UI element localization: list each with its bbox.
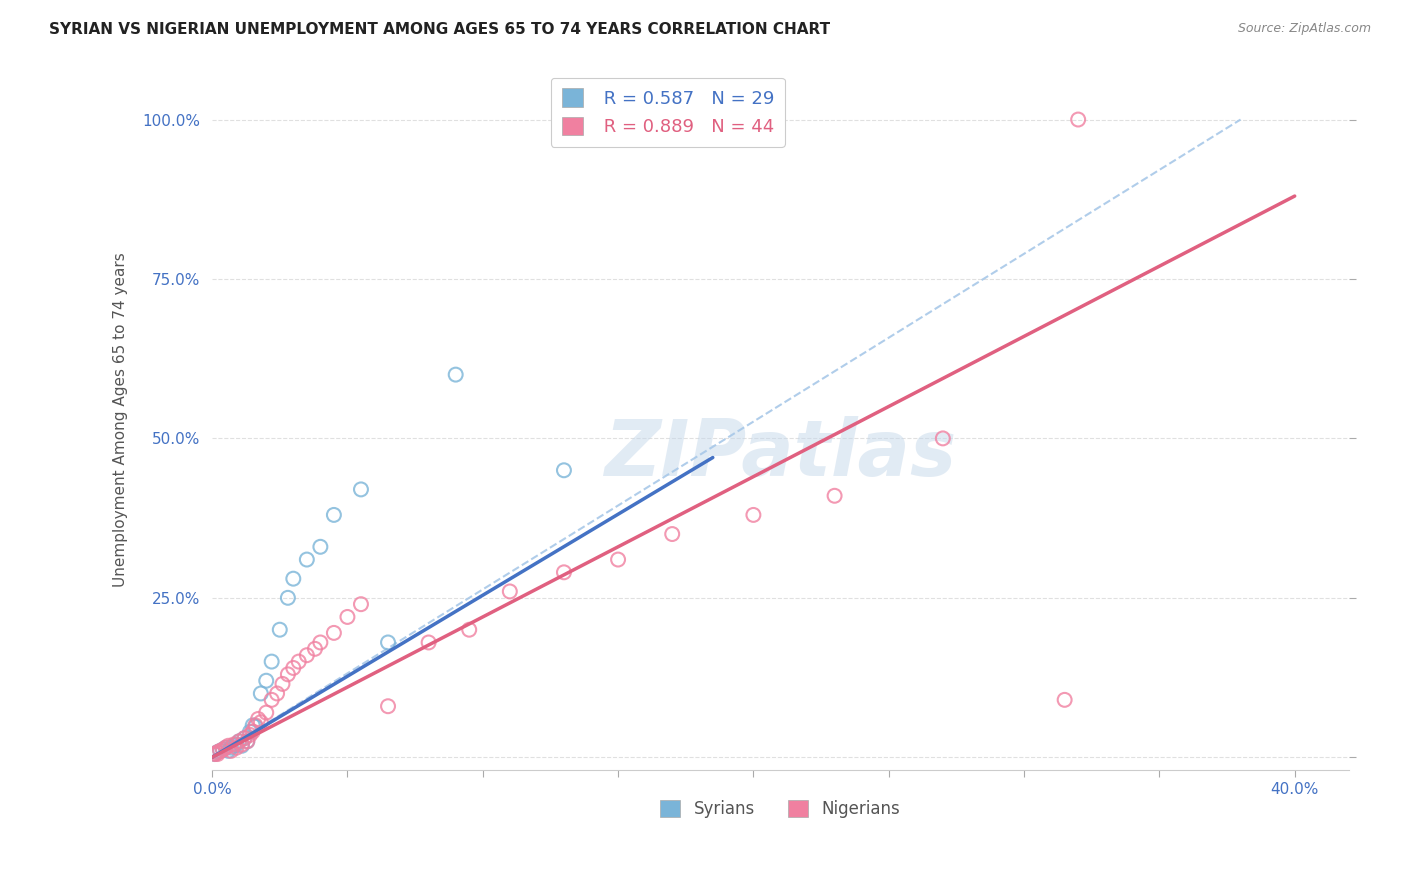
Point (242, 724, 264, 739)
Point (283, 661, 305, 675)
Point (553, 463, 575, 477)
Point (322, 626, 344, 640)
Point (269, 623, 291, 637)
Point (219, 744, 242, 758)
Point (214, 740, 236, 755)
Point (932, 431, 955, 445)
Point (260, 655, 283, 669)
Point (350, 483, 373, 497)
Point (295, 648, 318, 663)
Point (350, 597, 373, 611)
Point (277, 591, 299, 605)
Legend: Syrians, Nigerians: Syrians, Nigerians (654, 793, 907, 825)
Point (233, 731, 256, 745)
Point (239, 724, 262, 739)
Point (217, 739, 239, 753)
Point (231, 738, 253, 752)
Point (295, 552, 318, 566)
Point (209, 744, 232, 758)
Point (287, 655, 309, 669)
Point (214, 740, 236, 755)
Point (309, 635, 332, 649)
Point (250, 686, 273, 700)
Point (377, 635, 399, 649)
Point (742, 508, 765, 522)
Point (250, 715, 273, 730)
Point (444, 368, 467, 382)
Point (304, 641, 326, 656)
Point (217, 744, 239, 758)
Point (219, 740, 242, 755)
Point (245, 718, 267, 732)
Point (458, 623, 481, 637)
Point (322, 508, 344, 522)
Point (377, 699, 399, 714)
Point (207, 745, 229, 759)
Point (254, 673, 277, 688)
Point (245, 720, 267, 734)
Point (231, 739, 253, 753)
Point (499, 584, 522, 599)
Point (824, 489, 846, 503)
Point (266, 686, 288, 700)
Y-axis label: Unemployment Among Ages 65 to 74 years: Unemployment Among Ages 65 to 74 years (114, 252, 128, 587)
Text: Source: ZipAtlas.com: Source: ZipAtlas.com (1237, 22, 1371, 36)
Point (233, 731, 256, 745)
Point (225, 738, 247, 752)
Point (212, 742, 235, 756)
Point (212, 742, 235, 756)
Point (236, 734, 259, 748)
Point (228, 734, 250, 748)
Point (207, 745, 229, 759)
Point (207, 747, 229, 761)
Point (277, 667, 299, 681)
Point (260, 693, 283, 707)
Text: ZIPatlas: ZIPatlas (605, 417, 956, 492)
Point (242, 718, 264, 732)
Point (222, 738, 245, 752)
Point (204, 747, 226, 761)
Point (1067, 112, 1090, 127)
Point (236, 734, 259, 748)
Point (661, 527, 683, 541)
Text: SYRIAN VS NIGERIAN UNEMPLOYMENT AMONG AGES 65 TO 74 YEARS CORRELATION CHART: SYRIAN VS NIGERIAN UNEMPLOYMENT AMONG AG… (49, 22, 831, 37)
Point (418, 635, 440, 649)
Point (222, 739, 245, 753)
Point (336, 610, 359, 624)
Point (204, 747, 226, 761)
Point (309, 540, 332, 554)
Point (239, 728, 262, 742)
Point (247, 712, 270, 726)
Point (1053, 693, 1076, 707)
Point (553, 566, 575, 580)
Point (209, 744, 232, 758)
Point (607, 552, 630, 566)
Point (228, 734, 250, 748)
Point (271, 677, 294, 691)
Point (254, 706, 277, 720)
Point (225, 740, 247, 755)
Point (283, 572, 305, 586)
